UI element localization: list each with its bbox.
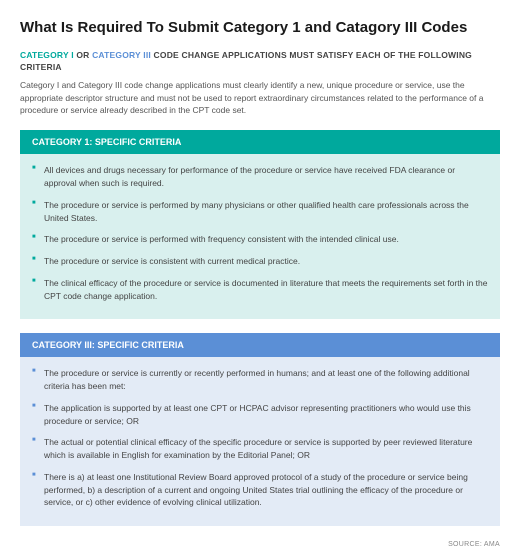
category-1-body: All devices and drugs necessary for perf… <box>20 154 500 319</box>
list-item: The procedure or service is consistent w… <box>32 255 488 268</box>
page-title: What Is Required To Submit Category 1 an… <box>20 18 500 38</box>
list-item: There is a) at least one Institutional R… <box>32 471 488 509</box>
list-item: The procedure or service is performed by… <box>32 199 488 225</box>
subhead-cat3: CATEGORY III <box>92 50 151 60</box>
list-item: The actual or potential clinical efficac… <box>32 436 488 462</box>
category-3-heading: CATEGORY III: SPECIFIC CRITERIA <box>20 333 500 357</box>
list-item: The clinical efficacy of the procedure o… <box>32 277 488 303</box>
intro-paragraph: Category I and Category III code change … <box>20 79 500 116</box>
list-item: All devices and drugs necessary for perf… <box>32 164 488 190</box>
source-credit: SOURCE: AMA <box>20 540 500 549</box>
subhead-cat1: CATEGORY I <box>20 50 74 60</box>
subhead-or: OR <box>74 50 92 60</box>
list-item: The application is supported by at least… <box>32 402 488 428</box>
category-1-heading: CATEGORY 1: SPECIFIC CRITERIA <box>20 130 500 154</box>
list-item: The procedure or service is performed wi… <box>32 233 488 246</box>
category-3-panel: CATEGORY III: SPECIFIC CRITERIA The proc… <box>20 333 500 526</box>
list-item: The procedure or service is currently or… <box>32 367 488 393</box>
category-1-panel: CATEGORY 1: SPECIFIC CRITERIA All device… <box>20 130 500 319</box>
criteria-subhead: CATEGORY I OR CATEGORY III CODE CHANGE A… <box>20 50 500 73</box>
category-3-body: The procedure or service is currently or… <box>20 357 500 526</box>
